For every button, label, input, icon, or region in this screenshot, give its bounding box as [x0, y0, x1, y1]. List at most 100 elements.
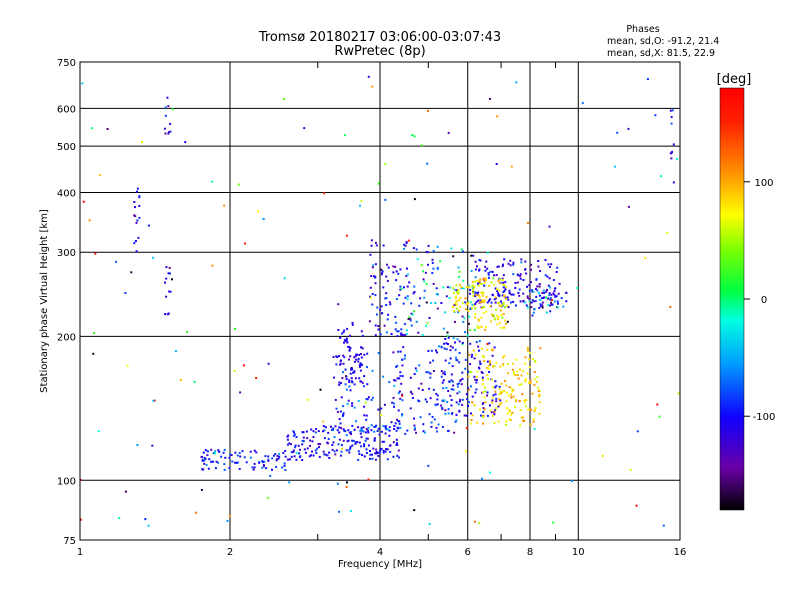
data-point: [443, 342, 446, 345]
data-point: [555, 295, 558, 298]
data-point: [493, 298, 496, 301]
data-point: [338, 510, 340, 513]
data-point: [237, 183, 240, 186]
data-point: [377, 328, 380, 331]
data-point: [327, 437, 330, 440]
data-point: [423, 431, 426, 434]
data-point: [501, 277, 504, 280]
data-point: [528, 366, 531, 369]
data-point: [489, 97, 491, 100]
data-point: [522, 419, 524, 422]
data-point: [370, 244, 373, 247]
data-point: [253, 466, 256, 469]
data-point: [349, 347, 352, 349]
data-point: [541, 301, 544, 304]
data-point: [380, 430, 383, 433]
y-tick-label: 75: [63, 536, 76, 547]
data-point: [523, 399, 526, 402]
data-point: [455, 296, 457, 299]
data-point: [466, 302, 469, 305]
data-point: [498, 278, 501, 281]
data-point: [138, 196, 141, 199]
data-point: [501, 294, 504, 297]
data-point: [474, 276, 477, 279]
data-point: [312, 454, 315, 457]
data-point: [508, 411, 511, 413]
data-point: [315, 452, 318, 454]
data-point: [472, 349, 475, 352]
data-point: [201, 459, 204, 462]
data-point: [369, 453, 372, 456]
data-point: [363, 445, 366, 448]
data-point: [555, 271, 558, 273]
data-point: [415, 248, 418, 251]
data-point: [228, 515, 231, 518]
x-tick-label: 4: [377, 547, 383, 558]
data-point: [410, 391, 412, 393]
data-point: [207, 467, 210, 470]
data-point: [478, 360, 481, 363]
data-point: [333, 376, 336, 379]
data-point: [483, 360, 486, 363]
data-point: [454, 341, 456, 344]
data-point: [363, 353, 366, 356]
data-point: [504, 288, 507, 291]
data-point: [165, 295, 168, 298]
data-point: [519, 409, 522, 411]
data-point: [491, 401, 494, 404]
data-point: [519, 300, 522, 303]
data-point: [471, 353, 474, 356]
data-point: [492, 314, 495, 317]
grid-lines: [80, 62, 680, 540]
data-point: [546, 288, 549, 291]
phase-heading: Phases: [626, 24, 659, 35]
data-point: [342, 331, 345, 334]
data-point: [287, 434, 290, 437]
data-point: [512, 261, 515, 264]
data-point: [409, 376, 412, 379]
data-point: [322, 450, 325, 453]
data-point: [223, 468, 226, 471]
data-point: [413, 285, 416, 288]
data-point: [363, 385, 365, 388]
data-point: [466, 285, 469, 288]
data-point: [345, 449, 348, 452]
data-point: [482, 415, 484, 418]
data-point: [506, 407, 509, 410]
data-point: [186, 330, 189, 333]
data-point: [537, 260, 540, 262]
data-point: [441, 426, 444, 428]
data-point: [317, 443, 320, 445]
data-point: [239, 455, 242, 458]
data-point: [398, 390, 401, 393]
data-point: [284, 450, 287, 452]
data-point: [485, 260, 488, 263]
data-point: [377, 427, 380, 430]
data-point: [393, 384, 396, 387]
data-point: [451, 346, 454, 349]
data-point: [353, 383, 356, 386]
data-points: [80, 75, 680, 527]
data-point: [518, 383, 521, 386]
data-point: [392, 455, 395, 458]
data-point: [436, 307, 439, 310]
data-point: [383, 440, 386, 443]
data-point: [442, 387, 445, 390]
y-tick-label: 300: [57, 248, 76, 259]
data-point: [344, 383, 347, 386]
data-point: [458, 299, 461, 302]
data-point: [323, 429, 326, 432]
data-point: [230, 454, 233, 456]
data-point: [447, 408, 450, 411]
data-point: [409, 319, 412, 322]
data-point: [445, 342, 448, 345]
data-point: [533, 409, 536, 412]
data-point: [354, 442, 357, 445]
data-point: [503, 294, 506, 297]
data-point: [660, 175, 663, 178]
data-point: [353, 360, 356, 363]
data-point: [382, 286, 385, 289]
data-point: [360, 426, 363, 429]
data-point: [475, 388, 478, 391]
data-point: [530, 268, 532, 271]
